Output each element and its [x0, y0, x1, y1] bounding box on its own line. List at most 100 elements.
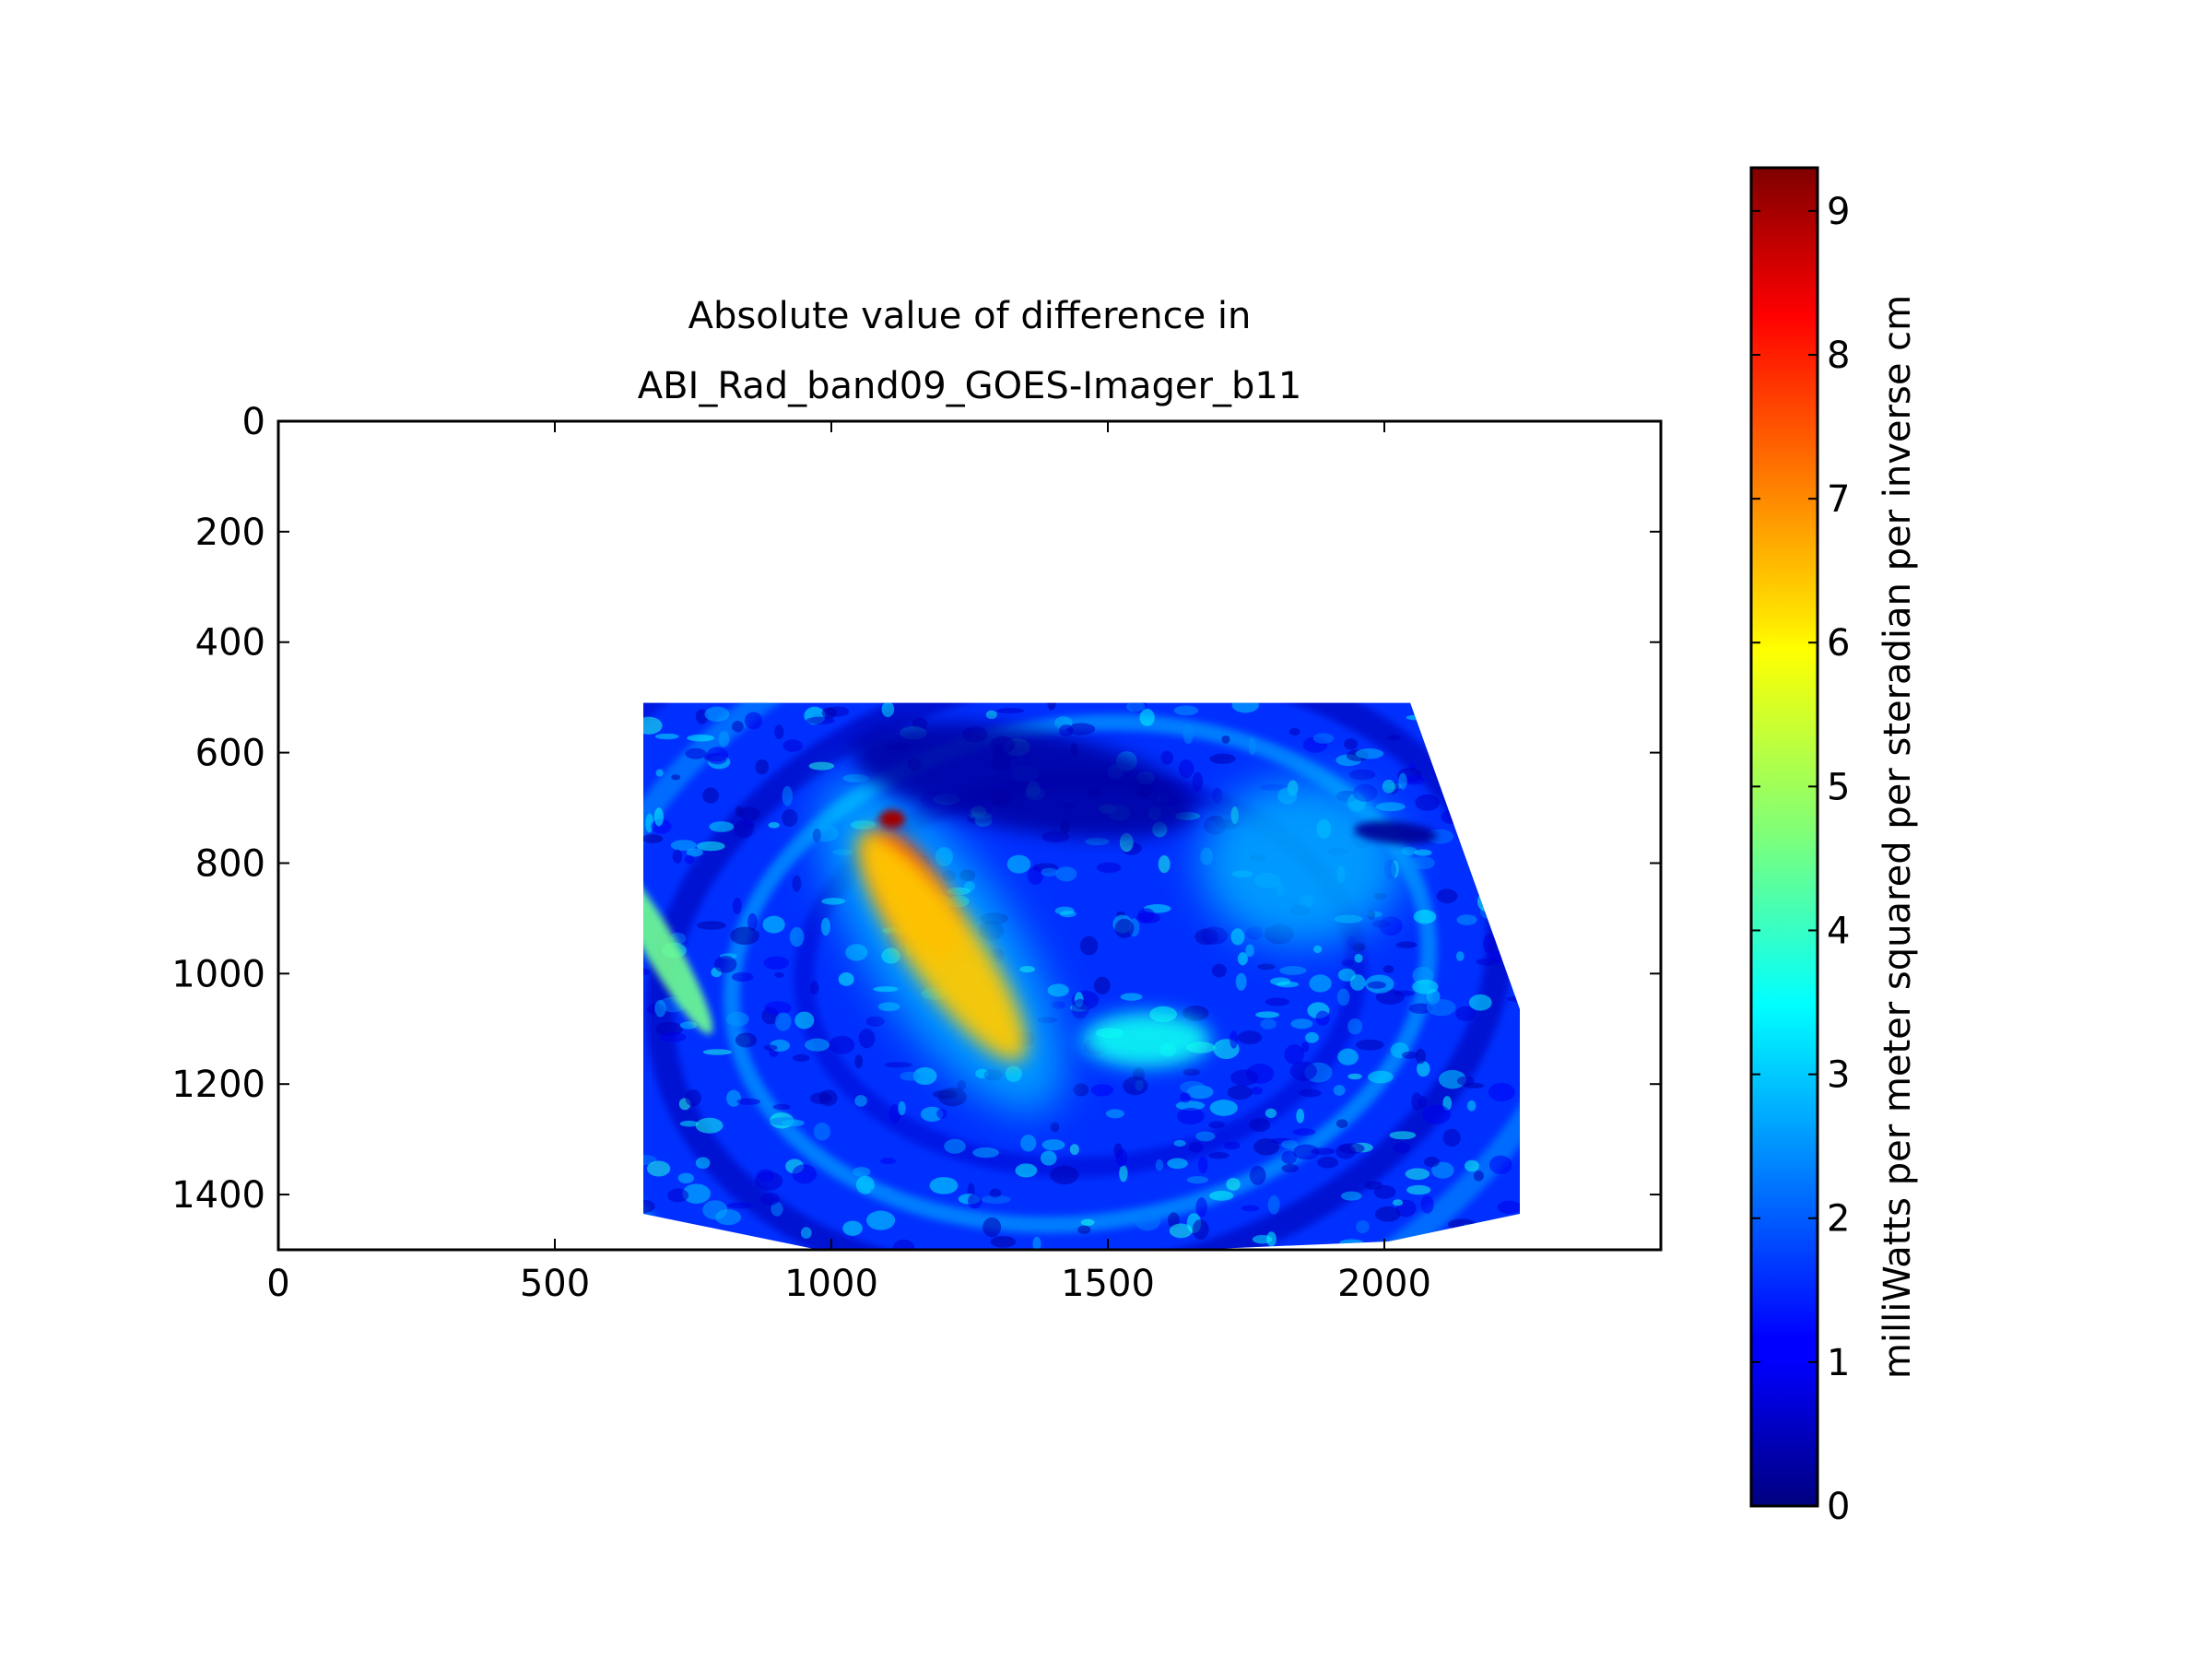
dark-spot-east [1354, 820, 1437, 845]
speckle [1255, 1011, 1279, 1018]
speckle [1279, 966, 1307, 975]
x-tick-label: 500 [520, 1263, 590, 1305]
speckle [1296, 1108, 1305, 1124]
speckle [1440, 751, 1451, 763]
speckle [854, 1054, 864, 1069]
speckle [1499, 881, 1510, 891]
speckle [1066, 723, 1096, 735]
speckle [985, 710, 997, 720]
speckle [1169, 1223, 1193, 1239]
speckle [1468, 994, 1492, 1011]
speckle [1195, 1131, 1216, 1142]
speckle [1180, 1080, 1206, 1094]
speckle [1347, 1073, 1362, 1080]
speckle [1198, 1156, 1208, 1174]
speckle [1349, 974, 1366, 991]
speckle [869, 1187, 893, 1194]
speckle [1386, 735, 1401, 741]
speckle [1137, 908, 1156, 924]
speckle [696, 841, 725, 852]
colorbar-label: milliWatts per meter squared per steradi… [1877, 295, 1919, 1379]
speckle [775, 1012, 792, 1031]
speckle [782, 1119, 805, 1127]
speckle [1260, 1018, 1277, 1030]
speckle [774, 971, 784, 979]
speckle [763, 956, 790, 971]
speckle [1367, 981, 1386, 989]
left-edge-band [643, 857, 713, 1035]
speckle [1395, 941, 1418, 948]
speckle [1208, 1151, 1230, 1159]
speckle [1405, 1168, 1430, 1181]
speckle [709, 821, 735, 832]
colorbar-tick-label: 8 [1827, 335, 1850, 377]
speckle [1047, 702, 1056, 711]
speckle [1288, 727, 1300, 736]
speckle [1413, 909, 1437, 924]
speckle [1300, 1041, 1310, 1053]
speckle [1119, 1165, 1128, 1182]
speckle [1344, 737, 1358, 750]
speckle [1281, 1163, 1300, 1173]
speckle [1289, 1061, 1317, 1081]
dark-swirl-north [852, 722, 1198, 839]
speckle [888, 1103, 901, 1124]
chart-title-line-2: ABI_Rad_band09_GOES-Imager_b11 [638, 365, 1302, 407]
speckle [1173, 1139, 1186, 1147]
speckle [865, 1016, 885, 1027]
speckle [1250, 1087, 1263, 1095]
speckle [1160, 750, 1173, 765]
speckle [695, 1117, 724, 1134]
speckle [1284, 1044, 1305, 1065]
speckle [1436, 888, 1458, 904]
speckle [762, 915, 785, 934]
speckle [713, 956, 737, 973]
speckle [1309, 974, 1332, 993]
speckle [1347, 935, 1357, 950]
speckle [1501, 754, 1520, 770]
ne-patch [1200, 780, 1403, 947]
speckle [1501, 713, 1520, 734]
speckle [1290, 1018, 1313, 1030]
speckle [808, 761, 835, 771]
speckle [1506, 995, 1520, 1002]
speckle [881, 702, 895, 718]
speckle [838, 972, 854, 986]
speckle [1455, 951, 1465, 961]
speckle [696, 921, 726, 930]
speckle [685, 747, 707, 759]
speckle [1059, 910, 1077, 918]
speckle [1120, 993, 1143, 1001]
speckle [1209, 753, 1236, 764]
speckle [1416, 1061, 1430, 1077]
speckle [1499, 807, 1507, 820]
speckle [702, 787, 720, 804]
speckle [805, 1038, 830, 1052]
speckle [726, 1089, 741, 1107]
speckle [1408, 1003, 1433, 1014]
speckle [1312, 733, 1335, 744]
speckle [732, 721, 744, 733]
speckle [1182, 1006, 1209, 1021]
speckle [1180, 1092, 1191, 1103]
speckle [671, 774, 681, 781]
speckle [1354, 953, 1363, 963]
speckle [1393, 1199, 1404, 1206]
speckle [957, 1080, 967, 1090]
speckle [1333, 1085, 1346, 1096]
speckle [1175, 1100, 1205, 1111]
speckle [1094, 976, 1111, 994]
speckle [735, 1032, 758, 1048]
colorbar-tick-label: 3 [1827, 1054, 1850, 1097]
x-tick-label: 0 [266, 1263, 289, 1305]
speckle [1055, 866, 1077, 882]
speckle [1020, 1135, 1037, 1152]
speckle [1182, 724, 1194, 745]
speckle [1317, 1156, 1338, 1169]
speckle [1431, 1161, 1454, 1179]
speckle [820, 917, 830, 936]
speckle [1059, 724, 1074, 736]
x-tick-label: 1500 [1061, 1263, 1155, 1305]
